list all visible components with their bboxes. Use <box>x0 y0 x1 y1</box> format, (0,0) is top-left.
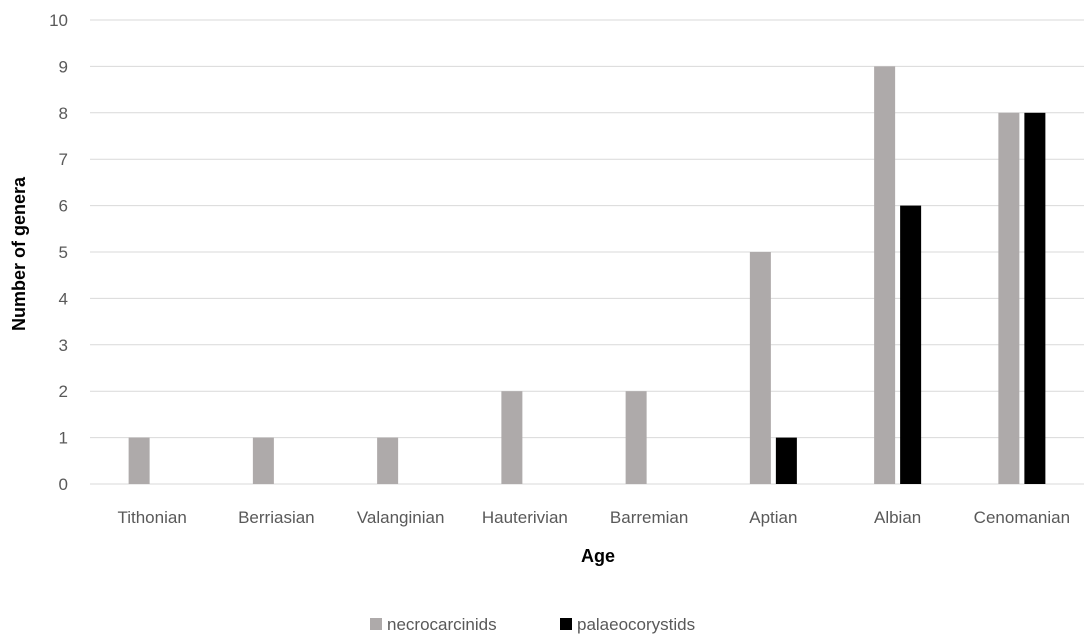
y-tick-label: 0 <box>59 475 68 494</box>
y-axis-ticks: 0 1 2 3 4 5 6 7 8 9 10 <box>49 11 68 494</box>
legend-label: palaeocorystids <box>577 615 695 634</box>
x-tick-label: Albian <box>874 508 921 527</box>
x-tick-label: Cenomanian <box>974 508 1070 527</box>
x-tick-label: Valanginian <box>357 508 445 527</box>
bar-palaeocorystids <box>775 437 797 484</box>
x-tick-label: Aptian <box>749 508 797 527</box>
bar-necrocarcinids <box>501 391 523 484</box>
y-tick-label: 8 <box>59 104 68 123</box>
bar-necrocarcinids <box>749 252 771 484</box>
y-tick-label: 2 <box>59 382 68 401</box>
bar-necrocarcinids <box>252 437 274 484</box>
x-axis-title: Age <box>581 546 615 566</box>
y-tick-label: 7 <box>59 150 68 169</box>
legend-swatch <box>370 618 382 630</box>
y-tick-label: 10 <box>49 11 68 30</box>
x-tick-label: Barremian <box>610 508 688 527</box>
legend-swatch <box>560 618 572 630</box>
bar-necrocarcinids <box>377 437 399 484</box>
legend: necrocarcinids palaeocorystids <box>370 615 695 634</box>
bar-necrocarcinids <box>128 437 150 484</box>
bar-palaeocorystids <box>1024 112 1046 485</box>
y-tick-label: 1 <box>59 429 68 448</box>
bar-palaeocorystids <box>900 205 922 484</box>
bar-necrocarcinids <box>998 112 1020 485</box>
x-tick-label: Berriasian <box>238 508 315 527</box>
x-tick-label: Tithonian <box>117 508 186 527</box>
y-tick-label: 5 <box>59 243 68 262</box>
bar-necrocarcinids <box>874 66 896 485</box>
bars <box>128 66 1046 485</box>
legend-label: necrocarcinids <box>387 615 497 634</box>
y-tick-label: 4 <box>59 289 68 308</box>
gridlines <box>90 19 1084 485</box>
y-tick-label: 6 <box>59 197 68 216</box>
bar-necrocarcinids <box>625 391 647 484</box>
y-axis-title: Number of genera <box>9 176 29 331</box>
x-axis-ticks: Tithonian Berriasian Valanginian Hauterivia… <box>117 508 1070 527</box>
y-tick-label: 9 <box>59 57 68 76</box>
y-tick-label: 3 <box>59 336 68 355</box>
x-tick-label: Hauterivian <box>482 508 568 527</box>
